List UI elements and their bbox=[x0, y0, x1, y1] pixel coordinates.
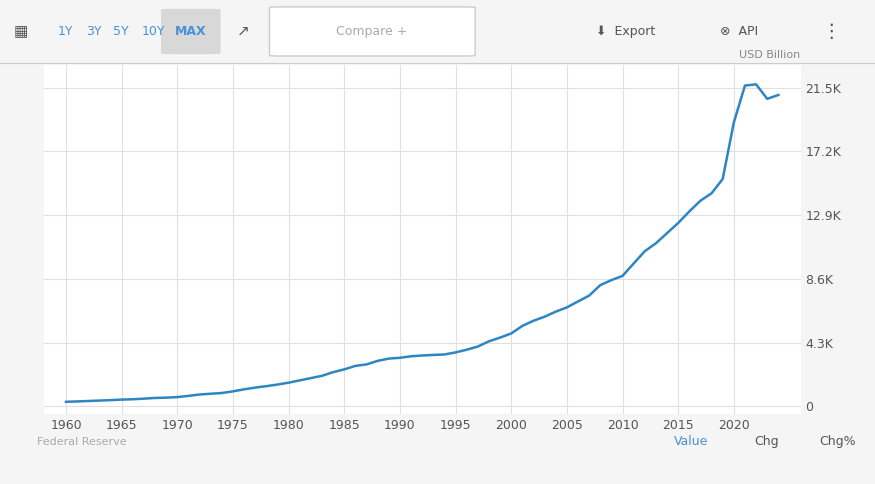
Text: ⋮: ⋮ bbox=[822, 22, 841, 41]
Text: ▦: ▦ bbox=[14, 24, 28, 39]
Text: 10Y: 10Y bbox=[142, 25, 164, 38]
Text: 1Y: 1Y bbox=[58, 25, 74, 38]
Text: 5Y: 5Y bbox=[113, 25, 129, 38]
Text: Chg%: Chg% bbox=[819, 436, 856, 449]
FancyBboxPatch shape bbox=[270, 7, 475, 56]
Text: MAX: MAX bbox=[175, 25, 206, 38]
Text: ⊗  API: ⊗ API bbox=[720, 25, 759, 38]
Text: Federal Reserve: Federal Reserve bbox=[37, 437, 126, 447]
Text: ↗: ↗ bbox=[237, 24, 249, 39]
Text: ⬇  Export: ⬇ Export bbox=[596, 25, 655, 38]
Text: Value: Value bbox=[674, 436, 708, 449]
FancyBboxPatch shape bbox=[161, 9, 220, 54]
Text: USD Billion: USD Billion bbox=[739, 50, 801, 60]
Text: Chg: Chg bbox=[754, 436, 779, 449]
Text: 3Y: 3Y bbox=[86, 25, 102, 38]
Text: Compare +: Compare + bbox=[336, 25, 408, 38]
